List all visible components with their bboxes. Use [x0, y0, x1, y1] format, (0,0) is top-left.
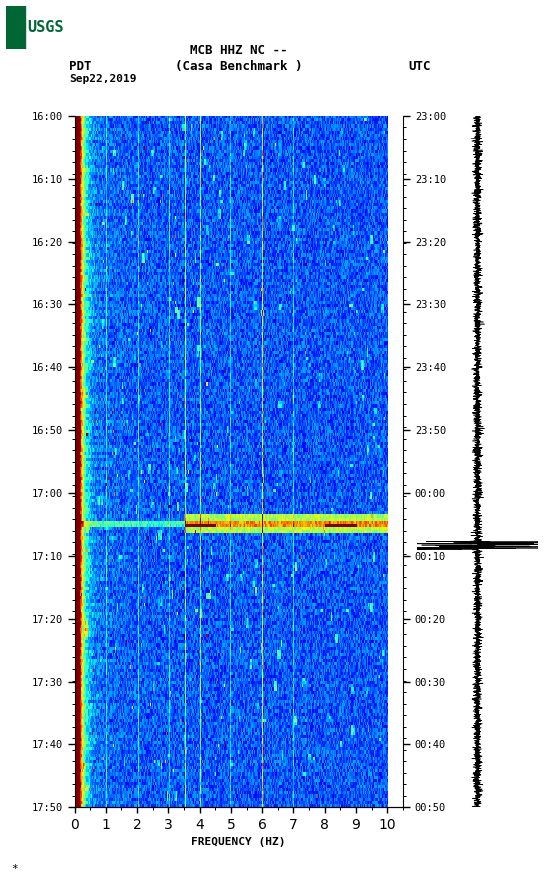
Text: USGS: USGS: [28, 21, 64, 35]
Bar: [6, 6, 25, 49]
Text: Sep22,2019: Sep22,2019: [69, 74, 136, 84]
Text: *: *: [11, 864, 18, 874]
Text: MCB HHZ NC --: MCB HHZ NC --: [190, 44, 288, 57]
X-axis label: FREQUENCY (HZ): FREQUENCY (HZ): [192, 838, 286, 847]
Text: PDT: PDT: [69, 60, 92, 73]
Text: (Casa Benchmark ): (Casa Benchmark ): [175, 60, 302, 73]
Text: UTC: UTC: [408, 60, 431, 73]
